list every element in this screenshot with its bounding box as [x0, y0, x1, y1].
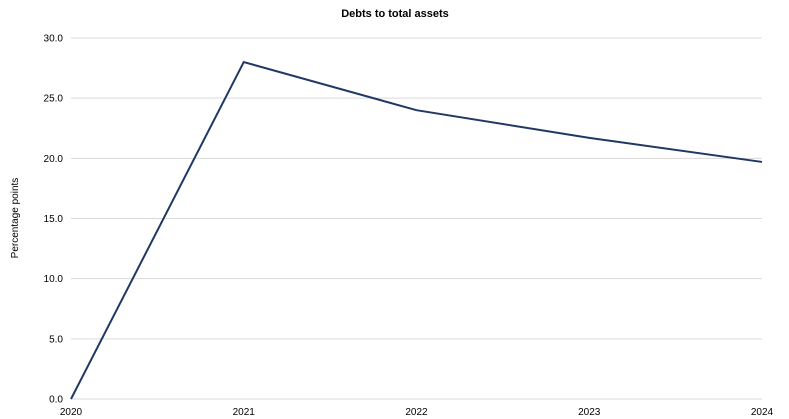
y-tick-label: 25.0 — [44, 94, 64, 105]
gridlines — [71, 37, 762, 400]
x-tick-label: 2021 — [233, 407, 256, 418]
y-tick-label: 5.0 — [49, 334, 63, 345]
series-lines — [70, 61, 763, 400]
series-line — [70, 61, 763, 400]
y-tick-label: 30.0 — [44, 34, 64, 45]
y-tick-label: 10.0 — [44, 274, 64, 285]
x-tick-labels: 2020 2021 2022 2023 2024 — [60, 407, 774, 418]
x-tick-label: 2022 — [405, 407, 428, 418]
chart-title: Debts to total assets — [341, 8, 449, 20]
x-tick-label: 2020 — [60, 407, 83, 418]
y-tick-label: 15.0 — [44, 214, 64, 225]
y-axis-label: Percentage points — [10, 178, 21, 259]
x-tick-label: 2023 — [578, 407, 601, 418]
y-tick-label: 0.0 — [49, 395, 63, 406]
y-tick-labels: 0.0 5.0 10.0 15.0 20.0 25.0 30.0 — [44, 34, 64, 406]
x-tick-label: 2024 — [751, 407, 774, 418]
y-tick-label: 20.0 — [44, 154, 64, 165]
